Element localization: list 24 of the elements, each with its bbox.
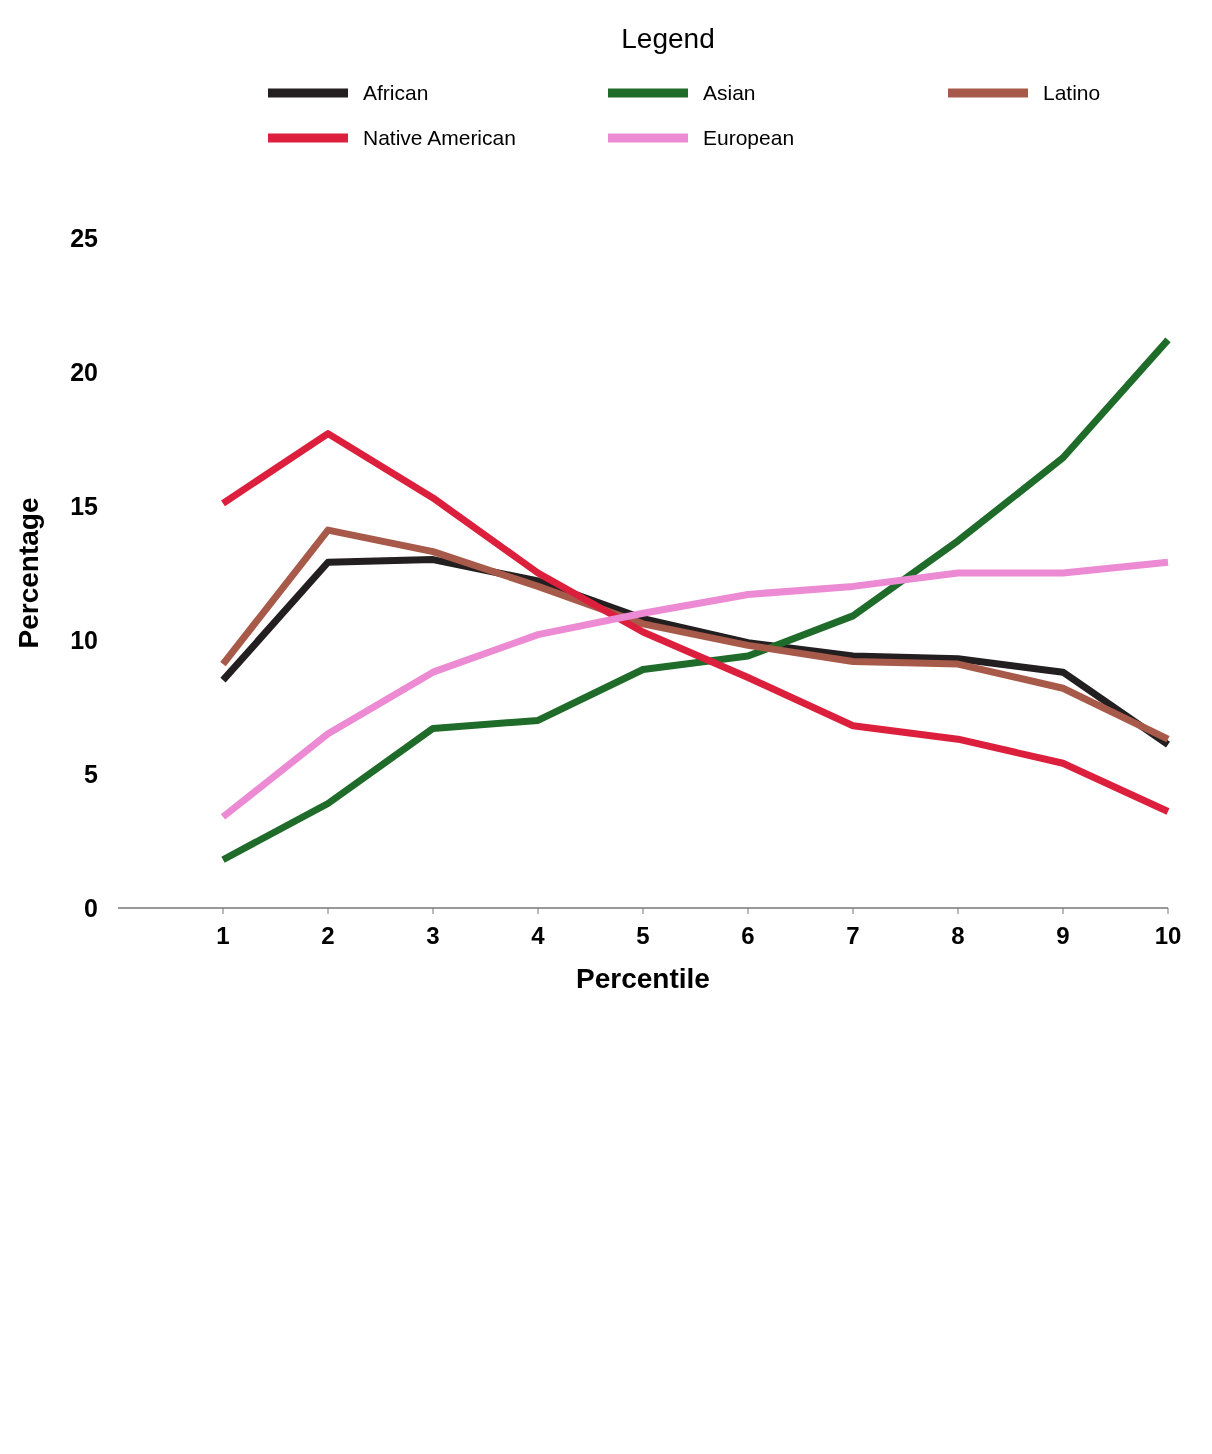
y-tick-label: 20 <box>70 358 98 386</box>
x-tick-label: 6 <box>741 922 755 949</box>
legend-title: Legend <box>621 23 715 54</box>
x-tick-label: 1 <box>216 922 230 949</box>
x-tick-label: 10 <box>1154 922 1182 949</box>
legend-label: African <box>363 81 429 104</box>
y-axis-title: Percentage <box>13 497 44 649</box>
y-tick-label: 25 <box>70 224 99 252</box>
x-tick-label: 4 <box>531 922 546 949</box>
y-tick-label: 0 <box>84 894 98 922</box>
x-axis-title: Percentile <box>576 963 710 994</box>
legend-label: European <box>703 126 795 149</box>
y-tick-label: 5 <box>84 760 99 788</box>
y-tick-label: 10 <box>70 626 98 654</box>
legend-label: Native American <box>363 126 516 149</box>
legend-label: Asian <box>703 81 756 104</box>
x-tick-label: 7 <box>846 922 860 949</box>
x-tick-label: 2 <box>321 922 335 949</box>
x-tick-label: 5 <box>636 922 650 949</box>
legend-label: Latino <box>1043 81 1101 104</box>
x-tick-label: 8 <box>951 922 965 949</box>
x-tick-label: 3 <box>426 922 440 949</box>
y-tick-label: 15 <box>70 492 99 520</box>
x-tick-label: 9 <box>1056 922 1070 949</box>
